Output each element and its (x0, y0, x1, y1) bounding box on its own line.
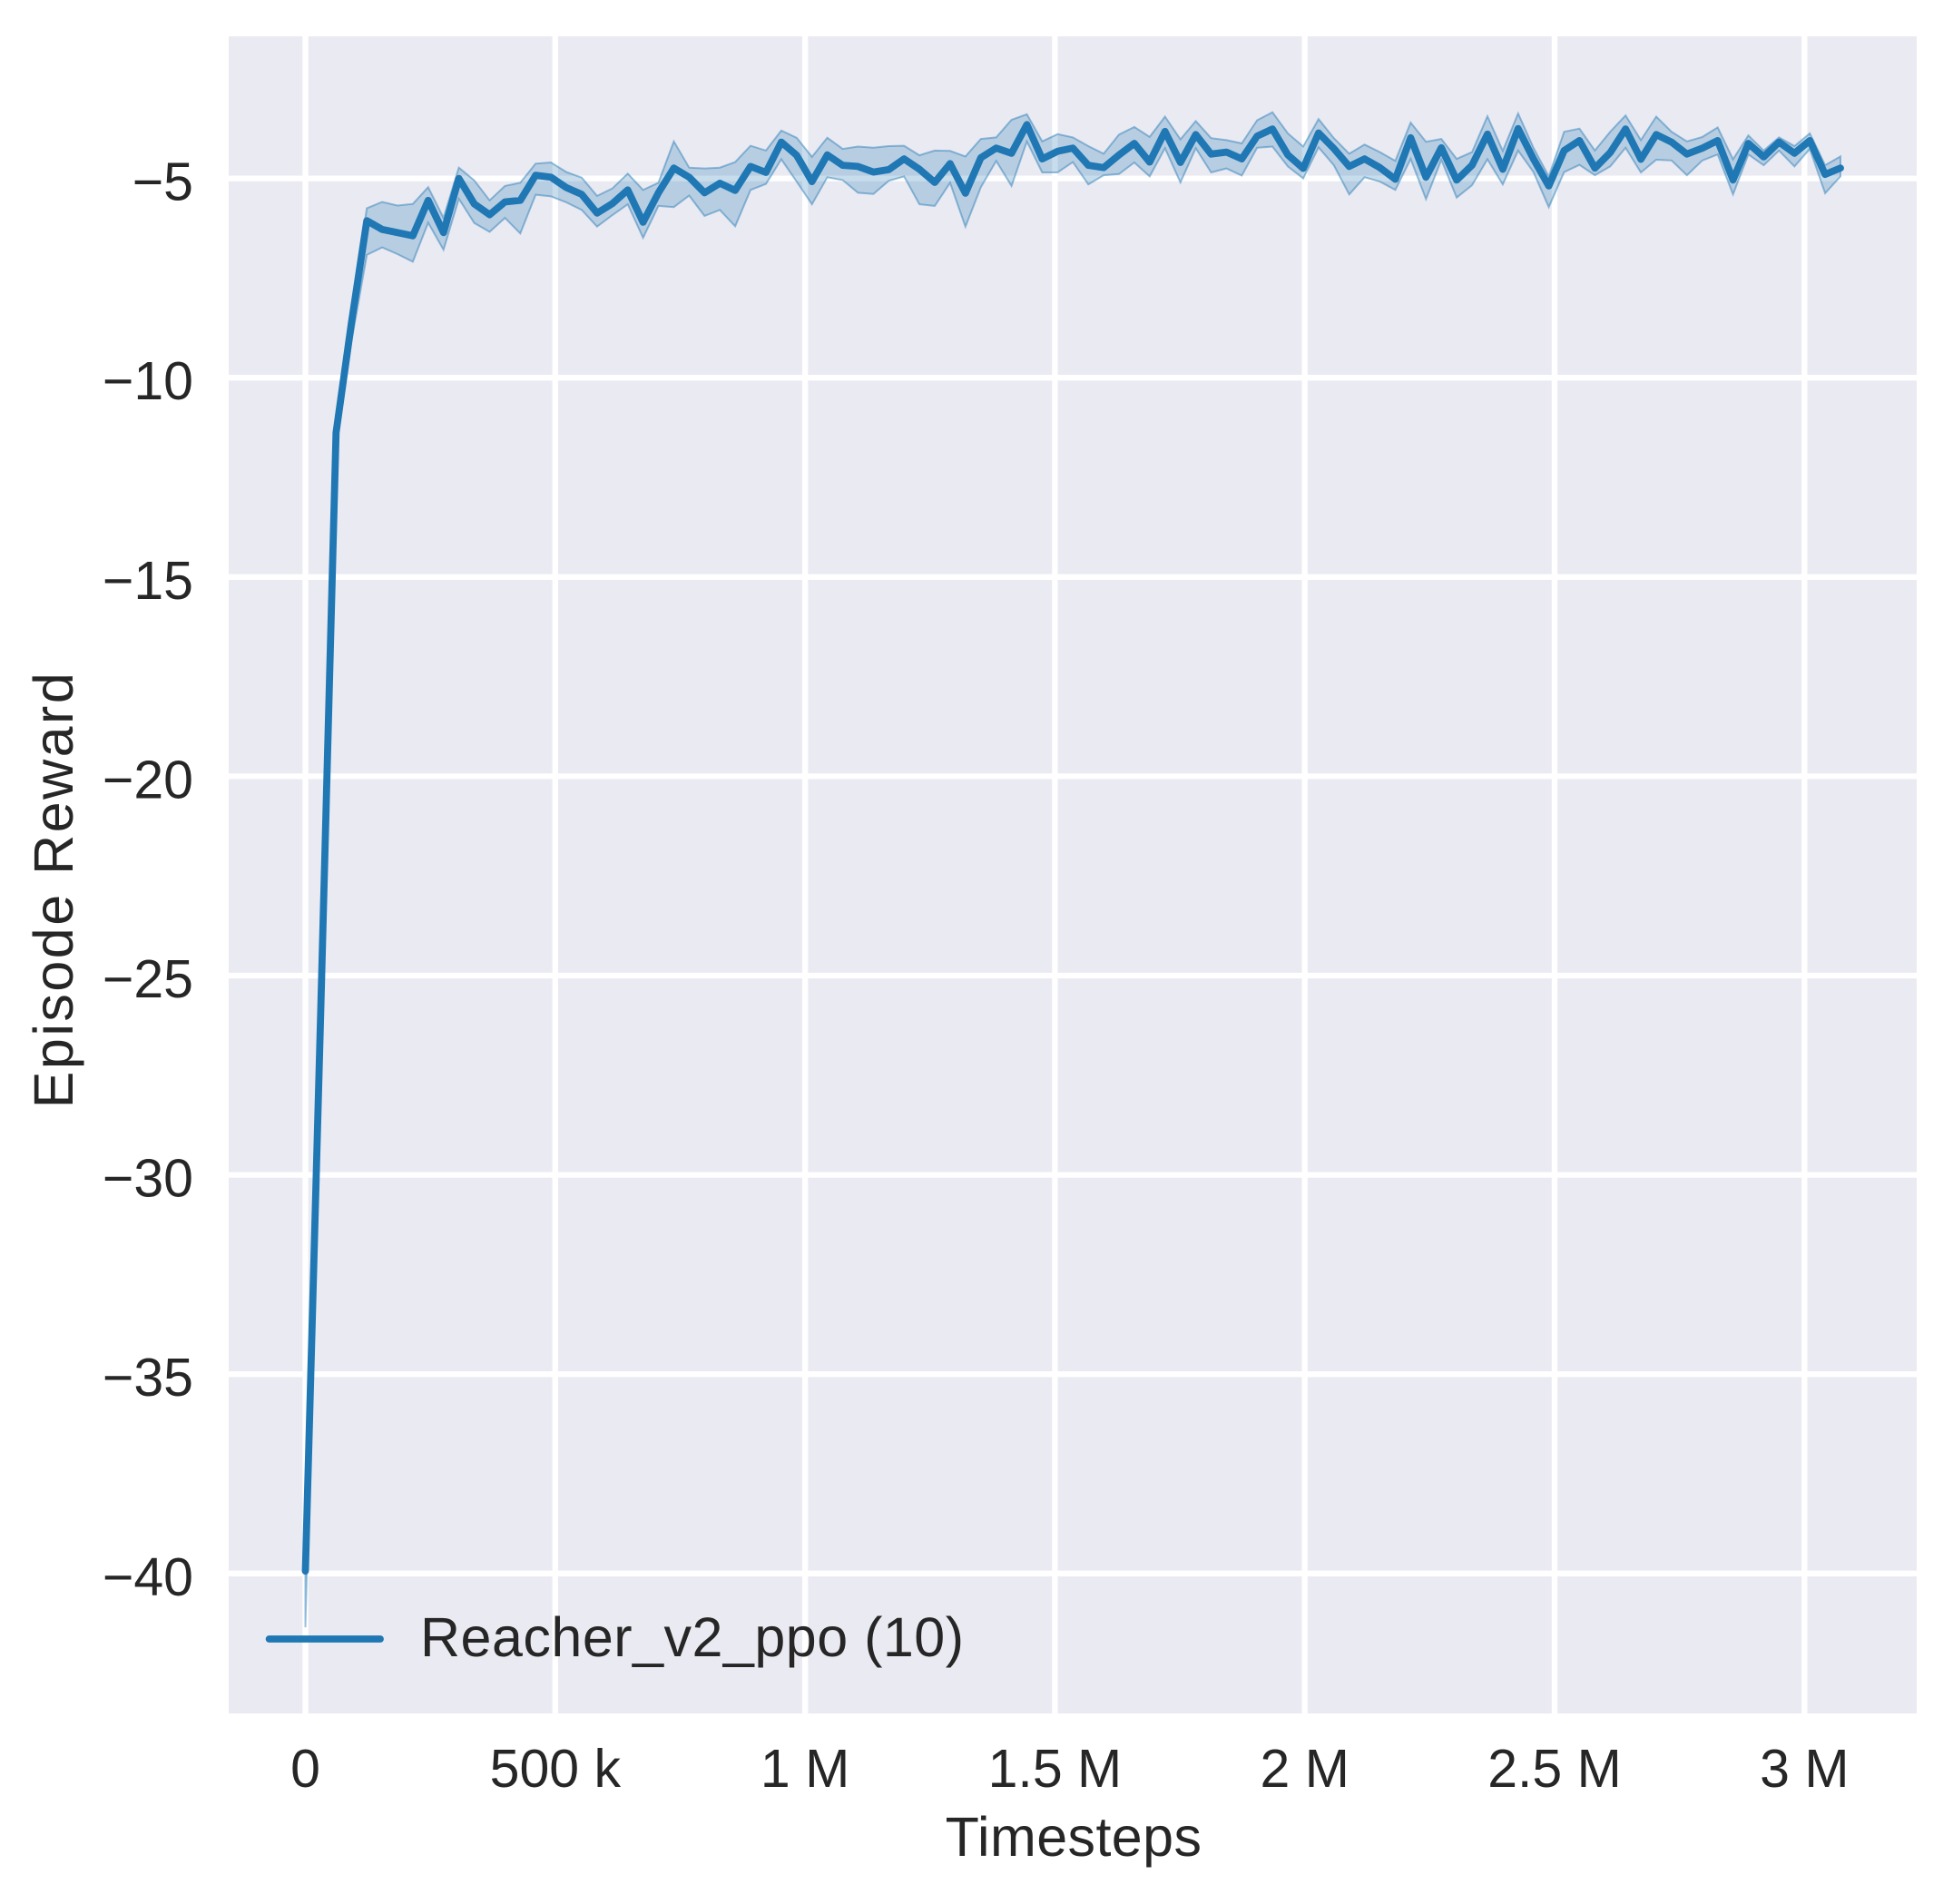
svg-text:500 k: 500 k (490, 1739, 622, 1799)
svg-text:−20: −20 (103, 750, 193, 810)
svg-text:3 M: 3 M (1760, 1739, 1849, 1799)
svg-text:−40: −40 (103, 1547, 193, 1607)
svg-text:0: 0 (290, 1739, 320, 1799)
svg-text:1 M: 1 M (761, 1739, 849, 1799)
svg-text:−25: −25 (103, 949, 193, 1009)
svg-text:Episode Reward: Episode Reward (23, 671, 84, 1109)
svg-text:2.5 M: 2.5 M (1487, 1739, 1622, 1799)
svg-text:−35: −35 (103, 1348, 193, 1408)
svg-text:Timesteps: Timesteps (946, 1806, 1202, 1868)
svg-text:2 M: 2 M (1261, 1739, 1349, 1799)
svg-text:1.5 M: 1.5 M (988, 1739, 1123, 1799)
svg-text:−30: −30 (103, 1149, 193, 1209)
svg-text:−10: −10 (103, 351, 193, 411)
svg-text:−5: −5 (132, 152, 193, 212)
svg-text:Reacher_v2_ppo (10): Reacher_v2_ppo (10) (420, 1606, 965, 1668)
svg-text:−15: −15 (103, 551, 193, 611)
